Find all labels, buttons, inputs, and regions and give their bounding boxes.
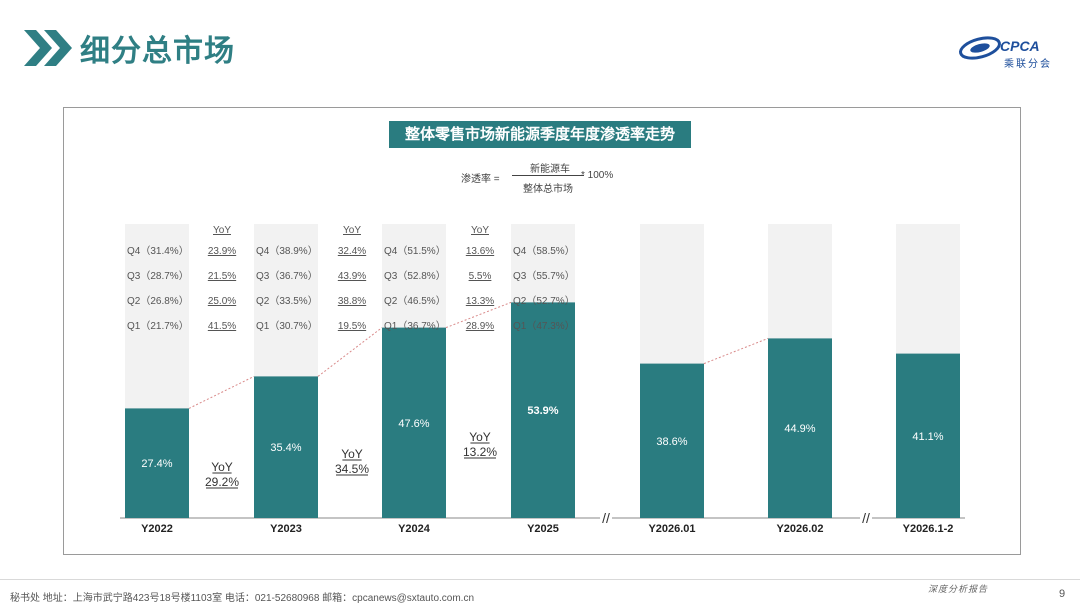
x-tick-label: Y2026.01 <box>648 523 695 535</box>
axis-break-gap <box>600 512 612 524</box>
connector-line <box>703 337 769 365</box>
footer-report-label: 深度分析报告 <box>928 584 989 594</box>
x-tick-label: Y2022 <box>141 523 173 535</box>
connector-line <box>317 327 383 377</box>
annual-yoy-value: 34.5% <box>335 462 369 476</box>
quarter-label: Q4（31.4%） <box>127 245 189 257</box>
bar <box>382 327 446 518</box>
bar-value-label: 41.1% <box>912 431 943 443</box>
bar <box>125 408 189 518</box>
bar <box>640 363 704 518</box>
quarter-label: Q3（36.7%） <box>256 270 318 282</box>
bar-value-label: 44.9% <box>784 423 815 435</box>
quarter-label: Q1（21.7%） <box>127 320 189 332</box>
yoy-header: YoY <box>213 225 231 236</box>
footer-divider <box>0 579 1080 580</box>
bar <box>511 302 575 518</box>
formula-fraction-bar <box>512 175 584 176</box>
quarter-label: Q1（47.3%） <box>513 320 575 332</box>
yoy-header: YoY <box>471 225 489 236</box>
quarter-yoy-value: 32.4% <box>338 246 366 257</box>
formula-lhs: 渗透率 = <box>461 174 500 185</box>
page-number: 9 <box>1059 588 1066 600</box>
bar-value-label: 47.6% <box>398 418 429 430</box>
quarter-label: Q3（28.7%） <box>127 270 189 282</box>
axis-break-mark: // <box>602 510 610 526</box>
quarter-yoy-value: 19.5% <box>338 321 366 332</box>
formula-rhs: * 100% <box>581 170 614 181</box>
page-title: 细分总市场 <box>80 34 235 69</box>
quarter-label: Q2（33.5%） <box>256 295 318 307</box>
cpca-logo-icon <box>959 36 1001 60</box>
x-tick-label: Y2024 <box>398 523 431 535</box>
connector-line <box>188 375 255 409</box>
quarter-yoy-value: 38.8% <box>338 296 366 307</box>
bar <box>896 353 960 518</box>
x-tick-label: Y2026.1-2 <box>903 523 954 535</box>
x-tick-label: Y2025 <box>527 523 559 535</box>
logo-subtitle: 乘联分会 <box>1004 59 1052 70</box>
quarter-yoy-value: 28.9% <box>466 321 494 332</box>
quarter-yoy-value: 13.3% <box>466 296 494 307</box>
footer-contact: 秘书处 地址：上海市武宁路423号18号楼1103室 电话：021-526809… <box>10 593 475 604</box>
logo-text: CPCA <box>1000 38 1040 54</box>
bar-value-label: 35.4% <box>270 442 301 454</box>
formula-numerator: 新能源车 <box>530 164 570 175</box>
bar <box>768 338 832 518</box>
quarter-label: Q4（38.9%） <box>256 245 318 257</box>
x-tick-label: Y2023 <box>270 523 302 535</box>
axis-break-mark: // <box>862 510 870 526</box>
quarter-label: Q1（30.7%） <box>256 320 318 332</box>
quarter-label: Q3（55.7%） <box>513 270 575 282</box>
quarter-yoy-value: 43.9% <box>338 271 366 282</box>
quarter-label: Q4（58.5%） <box>513 245 575 257</box>
quarter-yoy-value: 5.5% <box>469 271 492 282</box>
quarter-label: Q1（36.7%） <box>384 320 446 332</box>
quarter-yoy-value: 13.6% <box>466 246 494 257</box>
chart-title: 整体零售市场新能源季度年度渗透率走势 <box>389 121 691 148</box>
quarter-label: Q2（46.5%） <box>384 295 446 307</box>
axis-break-gap <box>860 512 872 524</box>
quarter-label: Q2（26.8%） <box>127 295 189 307</box>
x-tick-label: Y2026.02 <box>776 523 823 535</box>
annual-yoy-header: YoY <box>211 460 233 474</box>
annual-yoy-header: YoY <box>341 447 363 461</box>
annual-yoy-header: YoY <box>469 430 491 444</box>
quarter-label: Q2（52.7%） <box>513 295 575 307</box>
quarter-yoy-value: 21.5% <box>208 271 236 282</box>
quarter-label: Q4（51.5%） <box>384 245 446 257</box>
bar <box>254 376 318 518</box>
chevron-right-icon <box>24 30 72 66</box>
quarter-yoy-value: 25.0% <box>208 296 236 307</box>
annual-yoy-value: 29.2% <box>205 475 239 489</box>
quarter-yoy-value: 23.9% <box>208 246 236 257</box>
bar-value-label: 27.4% <box>141 458 172 470</box>
yoy-header: YoY <box>343 225 361 236</box>
annual-yoy-value: 13.2% <box>463 445 497 459</box>
bar-value-label: 38.6% <box>656 436 687 448</box>
formula-denominator: 整体总市场 <box>523 184 573 195</box>
bar-value-label: 53.9% <box>527 405 558 417</box>
quarter-label: Q3（52.8%） <box>384 270 446 282</box>
quarter-yoy-value: 41.5% <box>208 321 236 332</box>
